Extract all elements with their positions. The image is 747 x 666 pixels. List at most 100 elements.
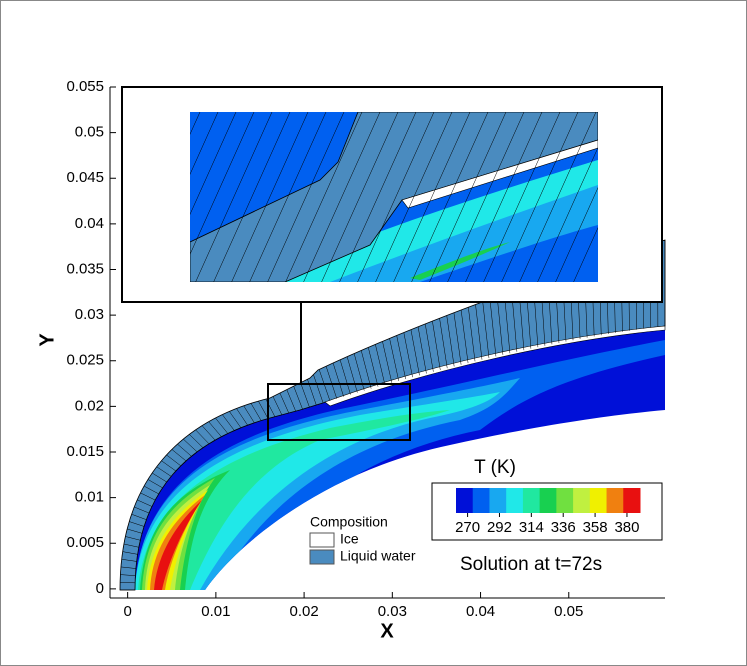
cell-line — [250, 403, 262, 421]
cell-line — [161, 460, 176, 472]
cell-line — [134, 506, 150, 514]
cell-line — [195, 112, 273, 282]
cell-line — [236, 408, 248, 426]
cell-line — [121, 559, 137, 562]
cell-line — [300, 382, 310, 408]
field-band — [135, 340, 665, 590]
cell-line — [120, 566, 136, 569]
cell-line — [208, 421, 222, 437]
y-tick-label: 0.01 — [75, 489, 104, 506]
colorbar-tick-label: 314 — [519, 519, 544, 536]
y-tick-label: 0.03 — [75, 306, 104, 323]
cell-line — [143, 485, 159, 495]
cell-line — [504, 293, 511, 354]
cell-line — [368, 347, 379, 387]
x-tick-label: 0.03 — [378, 603, 407, 620]
cell-line — [357, 112, 435, 282]
cell-line — [360, 350, 372, 389]
cell-line — [166, 454, 181, 467]
colorbar-swatch — [573, 488, 591, 513]
y-axis-label: Y — [36, 333, 58, 347]
cell-line — [229, 411, 242, 428]
cell-line — [453, 312, 462, 365]
inset-cell-lines — [190, 112, 598, 282]
cell-line — [190, 112, 255, 256]
cell-line — [123, 543, 139, 548]
annotation: Solution at t=72s — [460, 554, 602, 575]
cell-line — [213, 112, 291, 282]
cell-line — [195, 429, 210, 444]
x-tick-label: 0.01 — [201, 603, 230, 620]
cell-line — [201, 425, 216, 441]
field-band — [154, 500, 202, 590]
cell-line — [137, 499, 153, 507]
cell-line — [346, 356, 358, 393]
cell-line — [177, 443, 192, 457]
cell-line — [446, 315, 455, 367]
cell-line — [424, 323, 434, 372]
colorbar-swatch — [489, 488, 507, 513]
cell-line — [339, 359, 351, 395]
cell-line — [483, 112, 561, 282]
x-tick-label: 0.05 — [554, 603, 583, 620]
cell-line — [519, 112, 597, 282]
colorbar-tick-label: 270 — [455, 519, 480, 536]
zoom-box — [267, 383, 411, 441]
cell-line — [215, 417, 228, 434]
cell-line — [465, 112, 543, 282]
y-tick-label: 0.05 — [75, 124, 104, 141]
y-tick-label: 0.055 — [66, 78, 104, 95]
cell-line — [403, 332, 413, 378]
cell-line — [375, 112, 453, 282]
cell-line — [127, 528, 143, 534]
cell-line — [286, 389, 296, 412]
colorbar-swatch — [522, 488, 541, 513]
cell-line — [396, 335, 406, 380]
inset-field — [190, 160, 598, 282]
cell-line — [313, 374, 324, 403]
cell-line — [417, 326, 427, 374]
cell-line — [222, 414, 235, 431]
cell-line — [152, 472, 167, 483]
cell-line — [131, 513, 147, 520]
x-tick-label: 0.04 — [466, 603, 495, 620]
y-tick-label: 0.015 — [66, 443, 104, 460]
cell-line — [120, 574, 136, 576]
cell-line — [482, 301, 490, 359]
cell-line — [243, 405, 255, 423]
cell-line — [382, 341, 393, 383]
legend-label: Ice — [340, 531, 359, 547]
inset-ice — [401, 139, 598, 209]
cell-line — [125, 536, 141, 541]
cell-line — [183, 438, 198, 453]
y-tick-label: 0 — [96, 580, 104, 597]
cell-line — [272, 396, 283, 415]
cell-line — [537, 146, 598, 282]
cell-line — [375, 344, 386, 385]
y-tick-label: 0.005 — [66, 534, 104, 551]
cell-line — [285, 112, 363, 282]
y-tick-label: 0.02 — [75, 397, 104, 414]
y-tick-label: 0.035 — [66, 260, 104, 277]
cell-line — [190, 112, 237, 215]
colorbar-tick-label: 336 — [551, 519, 576, 536]
cell-line — [190, 112, 219, 175]
x-tick-label: 0.02 — [289, 603, 318, 620]
cell-line — [475, 304, 483, 360]
legend-swatch — [309, 532, 335, 548]
cell-line — [339, 112, 417, 282]
cell-line — [122, 551, 138, 555]
x-tick-label: 0 — [123, 603, 131, 620]
cell-line — [489, 299, 497, 357]
cell-line — [573, 227, 598, 282]
cell-line — [258, 400, 269, 419]
inset-field — [190, 160, 598, 282]
cell-line — [393, 112, 471, 282]
cell-line — [429, 112, 507, 282]
cell-line — [496, 296, 504, 355]
colorbar-tick-label: 292 — [487, 519, 512, 536]
colorbar-swatch — [589, 488, 608, 513]
inset-view — [190, 112, 598, 282]
field-band — [135, 392, 500, 590]
